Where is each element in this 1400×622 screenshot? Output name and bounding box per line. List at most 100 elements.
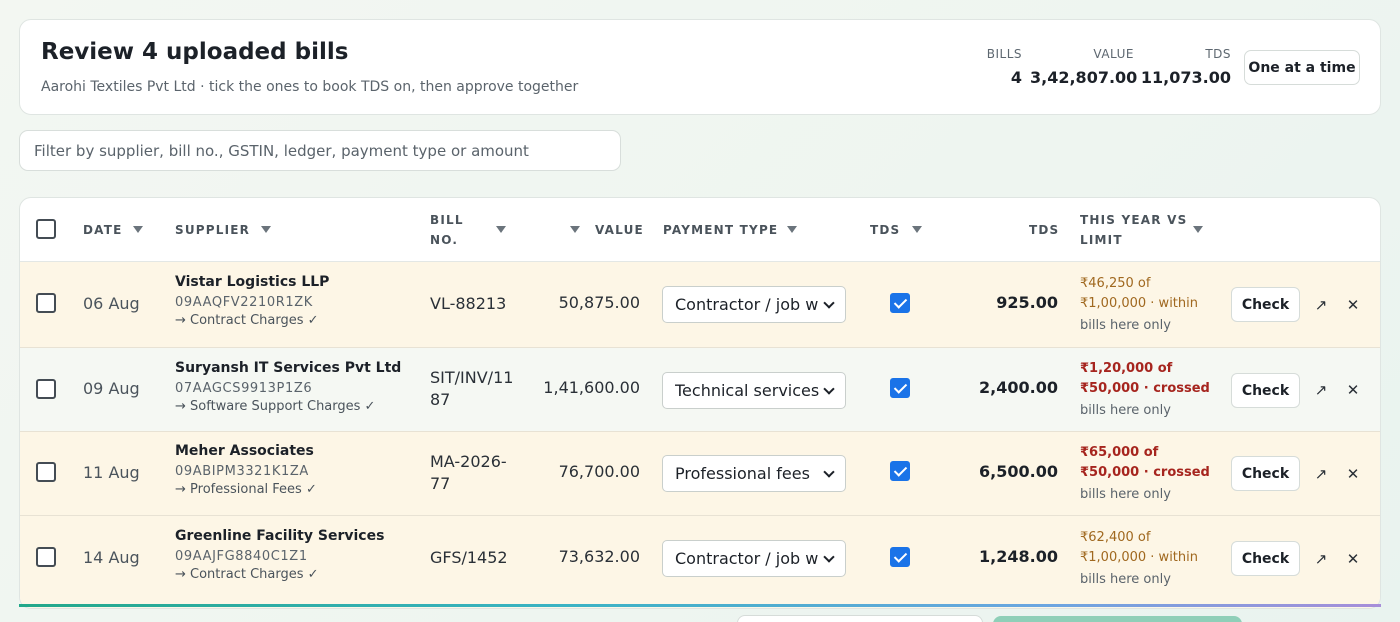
limit-status-text: ₹65,000 of ₹50,000 · crossed <box>1080 445 1210 480</box>
header-bill-no: BILL NO. <box>430 213 464 247</box>
footer-secondary-button[interactable] <box>737 615 983 622</box>
supplier-cell: Suryansh IT Services Pvt Ltd 07AAGCS9913… <box>175 360 401 414</box>
supplier-gstin: 07AAGCS9913P1Z6 <box>175 381 313 396</box>
chevron-down-icon <box>823 465 835 478</box>
stat-tds-label: TDS <box>1205 47 1231 61</box>
stat-tds: TDS 11,073.00 <box>1140 47 1231 87</box>
select-all-checkbox[interactable] <box>36 219 56 239</box>
table-row: 11 Aug Meher Associates 09ABIPM3321K1ZA … <box>20 432 1380 516</box>
tds-checkbox[interactable] <box>890 461 910 481</box>
limit-status-text: ₹46,250 of ₹1,00,000 · within <box>1080 276 1198 311</box>
row-select-checkbox[interactable] <box>36 293 56 313</box>
filter-tds-icon[interactable] <box>912 226 922 233</box>
stat-value-label: VALUE <box>1093 47 1134 61</box>
footer-approve-button[interactable] <box>993 616 1242 622</box>
bill-number: GFS/1452 <box>430 548 508 567</box>
table-row: 06 Aug Vistar Logistics LLP 09AAQFV2210R… <box>20 262 1380 348</box>
supplier-cell: Meher Associates 09ABIPM3321K1ZA → Profe… <box>175 443 317 497</box>
filter-input[interactable] <box>19 130 621 171</box>
limit-cell: ₹46,250 of ₹1,00,000 · within bills here… <box>1080 274 1220 336</box>
limit-cell: ₹1,20,000 of ₹50,000 · crossed bills her… <box>1080 359 1220 421</box>
limit-note: bills here only <box>1080 318 1171 333</box>
close-icon[interactable]: ✕ <box>1346 550 1360 568</box>
row-select-checkbox[interactable] <box>36 379 56 399</box>
stat-bills-value: 4 <box>1010 68 1022 87</box>
tds-amount: 925.00 <box>996 293 1058 312</box>
limit-cell: ₹65,000 of ₹50,000 · crossed bills here … <box>1080 443 1220 505</box>
bill-value: 73,632.00 <box>558 547 640 566</box>
bill-number: SIT/INV/1187 <box>430 368 514 409</box>
stat-value: VALUE 3,42,807.00 <box>1030 47 1138 87</box>
stat-value-value: 3,42,807.00 <box>1030 68 1138 87</box>
payment-type-select[interactable]: Contractor / job work <box>662 540 846 577</box>
tds-checkbox[interactable] <box>890 293 910 313</box>
payment-type-value: Technical services <box>675 381 819 400</box>
close-icon[interactable]: ✕ <box>1346 465 1360 483</box>
chevron-down-icon <box>823 382 835 395</box>
row-date: 11 Aug <box>83 463 140 482</box>
table-row: 14 Aug Greenline Facility Services 09AAJ… <box>20 516 1380 608</box>
bill-value: 76,700.00 <box>558 462 640 481</box>
check-button[interactable]: Check <box>1231 456 1300 491</box>
payment-type-select[interactable]: Professional fees <box>662 455 846 492</box>
supplier-ledger: → Contract Charges ✓ <box>175 567 319 582</box>
payment-type-value: Professional fees <box>675 464 810 483</box>
supplier-name: Meher Associates <box>175 443 314 459</box>
limit-status-text: ₹62,400 of ₹1,00,000 · within <box>1080 530 1198 565</box>
external-link-icon[interactable]: ↗ <box>1314 296 1328 314</box>
row-date: 14 Aug <box>83 548 140 567</box>
one-at-a-time-button[interactable]: One at a time <box>1244 50 1360 85</box>
filter-bill-no-icon[interactable] <box>496 226 506 233</box>
close-icon[interactable]: ✕ <box>1346 381 1360 399</box>
close-icon[interactable]: ✕ <box>1346 296 1360 314</box>
payment-type-select[interactable]: Technical services <box>662 372 846 409</box>
limit-note: bills here only <box>1080 487 1171 502</box>
limit-status-text: ₹1,20,000 of ₹50,000 · crossed <box>1080 361 1210 396</box>
external-link-icon[interactable]: ↗ <box>1314 465 1328 483</box>
filter-supplier-icon[interactable] <box>261 226 271 233</box>
tds-amount: 2,400.00 <box>979 378 1058 397</box>
table-header: DATE SUPPLIER BILL NO. VALUE PAYMENT TYP… <box>20 198 1380 262</box>
tds-checkbox[interactable] <box>890 378 910 398</box>
table-row: 09 Aug Suryansh IT Services Pvt Ltd 07AA… <box>20 348 1380 432</box>
supplier-name: Greenline Facility Services <box>175 528 385 544</box>
supplier-name: Vistar Logistics LLP <box>175 274 330 290</box>
filter-date-icon[interactable] <box>133 226 143 233</box>
filter-payment-type-icon[interactable] <box>787 226 797 233</box>
bill-value: 50,875.00 <box>558 293 640 312</box>
limit-note: bills here only <box>1080 572 1171 587</box>
check-button[interactable]: Check <box>1231 541 1300 576</box>
row-date: 06 Aug <box>83 294 140 313</box>
header-value: VALUE <box>595 223 644 237</box>
header-limit: THIS YEAR VS LIMIT <box>1080 213 1188 247</box>
filter-limit-icon[interactable] <box>1193 226 1203 233</box>
row-select-checkbox[interactable] <box>36 462 56 482</box>
check-button[interactable]: Check <box>1231 373 1300 408</box>
payment-type-select[interactable]: Contractor / job work <box>662 286 846 323</box>
supplier-cell: Vistar Logistics LLP 09AAQFV2210R1ZK → C… <box>175 274 329 328</box>
header-date: DATE <box>83 223 123 237</box>
chevron-down-icon <box>823 550 835 563</box>
tds-amount: 6,500.00 <box>979 462 1058 481</box>
page-subtitle: Aarohi Textiles Pvt Ltd · tick the ones … <box>41 79 579 95</box>
stat-tds-value: 11,073.00 <box>1140 68 1231 87</box>
supplier-ledger: → Software Support Charges ✓ <box>175 399 376 414</box>
bill-number: VL-88213 <box>430 294 507 313</box>
header-payment-type: PAYMENT TYPE <box>663 223 779 237</box>
header-tds-flag: TDS <box>870 223 901 237</box>
external-link-icon[interactable]: ↗ <box>1314 381 1328 399</box>
tds-checkbox[interactable] <box>890 547 910 567</box>
filter-value-icon[interactable] <box>570 226 580 233</box>
progress-accent-bar <box>19 604 1381 607</box>
bills-table: DATE SUPPLIER BILL NO. VALUE PAYMENT TYP… <box>19 197 1381 609</box>
supplier-gstin: 09AAJFG8840C1Z1 <box>175 549 308 564</box>
row-select-checkbox[interactable] <box>36 547 56 567</box>
row-date: 09 Aug <box>83 379 140 398</box>
external-link-icon[interactable]: ↗ <box>1314 550 1328 568</box>
stat-bills: BILLS 4 <box>972 47 1022 87</box>
bill-number: MA-2026-77 <box>430 452 507 493</box>
supplier-name: Suryansh IT Services Pvt Ltd <box>175 360 402 376</box>
supplier-gstin: 09ABIPM3321K1ZA <box>175 464 309 479</box>
payment-type-value: Contractor / job work <box>675 549 819 568</box>
check-button[interactable]: Check <box>1231 287 1300 322</box>
